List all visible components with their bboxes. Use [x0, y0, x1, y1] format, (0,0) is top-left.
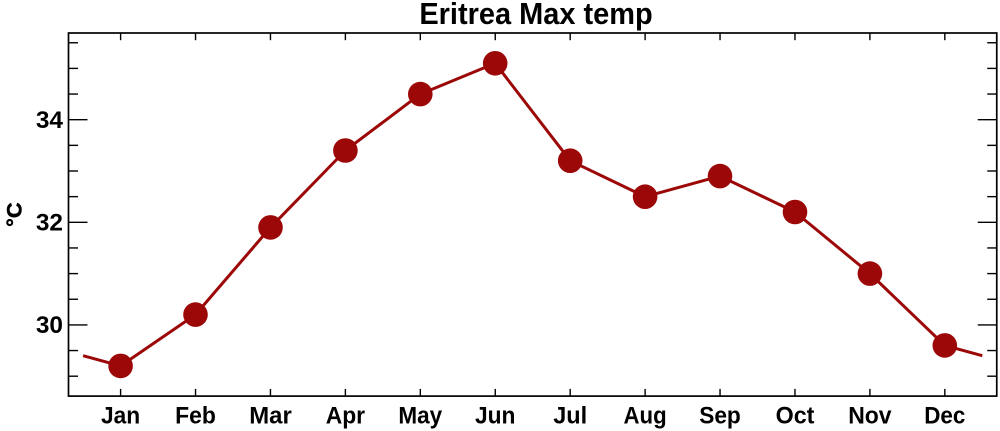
svg-text:Jun: Jun [475, 402, 516, 429]
svg-text:May: May [398, 402, 442, 429]
svg-text:Aug: Aug [624, 402, 667, 429]
svg-text:Nov: Nov [848, 402, 892, 429]
svg-text:Apr: Apr [326, 402, 366, 429]
svg-text:Oct: Oct [776, 402, 815, 429]
svg-text:Sep: Sep [699, 402, 741, 429]
svg-text:Jan: Jan [101, 402, 140, 429]
svg-text:°C: °C [2, 202, 26, 227]
svg-text:Jul: Jul [553, 402, 587, 429]
svg-text:Mar: Mar [249, 402, 292, 429]
svg-text:Feb: Feb [175, 402, 216, 429]
svg-text:32: 32 [36, 210, 63, 237]
svg-text:Eritrea Max temp: Eritrea Max temp [419, 0, 652, 31]
svg-text:Dec: Dec [924, 402, 965, 429]
svg-text:30: 30 [36, 312, 63, 339]
svg-text:34: 34 [36, 107, 64, 134]
